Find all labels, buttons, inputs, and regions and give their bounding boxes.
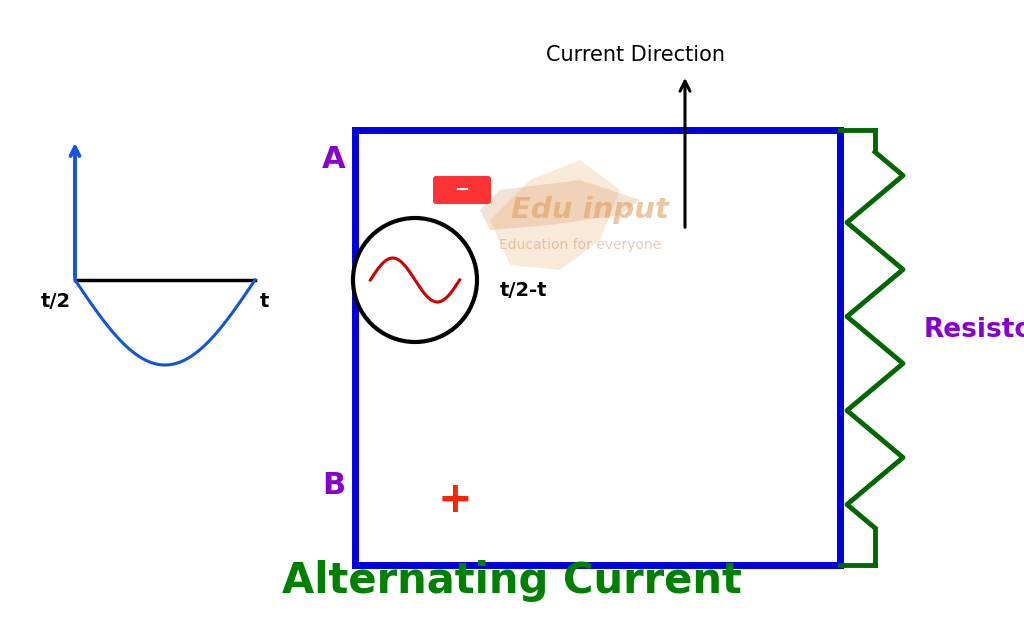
FancyBboxPatch shape (433, 176, 490, 204)
Polygon shape (480, 180, 640, 230)
Text: t/2: t/2 (41, 292, 71, 311)
Polygon shape (490, 160, 620, 270)
Text: Edu input: Edu input (511, 196, 669, 224)
Text: B: B (322, 471, 345, 500)
Circle shape (353, 218, 477, 342)
Text: A: A (322, 146, 345, 175)
Text: t: t (260, 292, 269, 311)
Text: Education for everyone: Education for everyone (499, 238, 662, 252)
Text: Current Direction: Current Direction (546, 45, 725, 65)
Text: Alternating Current: Alternating Current (282, 560, 742, 602)
Text: t/2-t: t/2-t (500, 280, 548, 299)
Text: −: − (455, 181, 470, 199)
Bar (355, 130, 840, 565)
Text: +: + (437, 479, 472, 521)
Text: Resistor: Resistor (924, 317, 1024, 343)
